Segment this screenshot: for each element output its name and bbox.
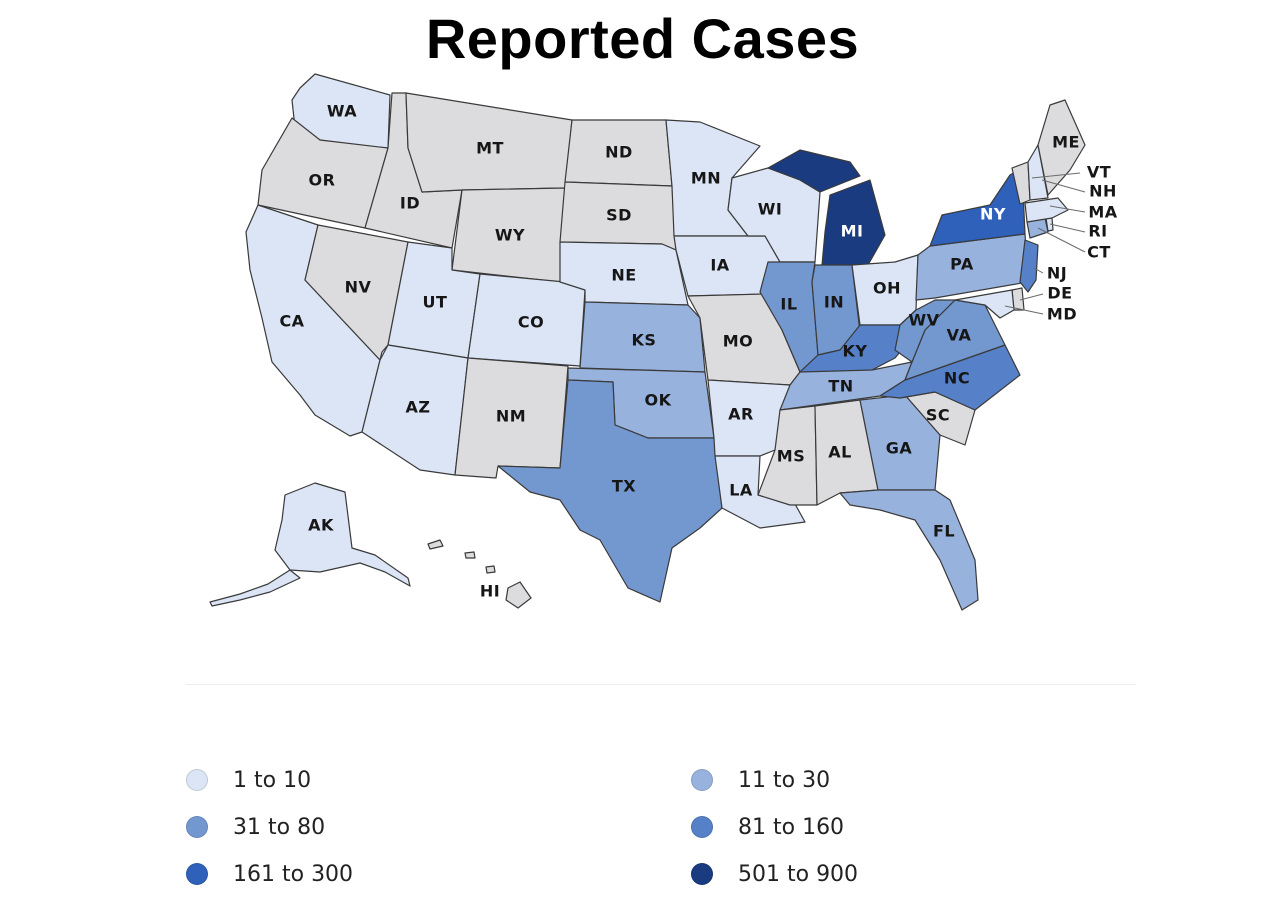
state-label-MO: MO [723, 332, 754, 351]
state-label-MN: MN [691, 169, 721, 188]
label-leader-lines [1004, 172, 1086, 315]
state-HI[interactable] [505, 581, 532, 609]
state-label-TX: TX [612, 477, 636, 496]
state-label-LA: LA [729, 481, 753, 500]
state-label-SD: SD [606, 206, 632, 225]
legend-item[interactable]: 11 to 30 [691, 767, 830, 793]
state-label-AK: AK [308, 516, 334, 535]
legend-item[interactable]: 1 to 10 [186, 767, 311, 793]
state-label-CO: CO [518, 313, 544, 332]
state-label-MS: MS [777, 447, 805, 466]
legend-label: 1 to 10 [233, 767, 312, 793]
state-label-IA: IA [710, 256, 729, 275]
state-label-VT: VT [1087, 163, 1111, 182]
state-label-PA: PA [950, 255, 974, 274]
state-label-ID: ID [400, 194, 420, 213]
state-label-RI: RI [1088, 222, 1107, 241]
state-label-AZ: AZ [406, 398, 431, 417]
state-label-OK: OK [645, 391, 672, 410]
legend-label: 161 to 300 [233, 861, 354, 887]
state-label-IN: IN [824, 293, 844, 312]
state-label-NH: NH [1089, 182, 1117, 201]
state-HI-island[interactable] [427, 539, 444, 550]
state-label-IL: IL [780, 295, 797, 314]
state-label-NV: NV [345, 278, 372, 297]
state-label-KS: KS [632, 331, 657, 350]
state-label-AL: AL [828, 443, 852, 462]
state-label-CT: CT [1087, 243, 1111, 262]
state-label-NM: NM [496, 407, 526, 426]
legend-divider [186, 684, 1136, 685]
state-label-DE: DE [1047, 284, 1072, 303]
us-choropleth-map: WA OR CA ID NV MT WY UT AZ CO NM ND SD N… [209, 73, 1117, 611]
state-TX[interactable] [497, 379, 723, 603]
state-label-WA: WA [327, 102, 357, 121]
state-label-GA: GA [886, 439, 913, 458]
state-label-NE: NE [611, 266, 636, 285]
legend-swatch [691, 863, 713, 885]
state-WV[interactable] [894, 299, 956, 363]
legend-item[interactable]: 81 to 160 [691, 814, 844, 840]
state-label-VA: VA [947, 326, 972, 345]
state-FL[interactable] [839, 489, 979, 611]
state-label-WV: WV [908, 311, 939, 330]
state-label-NJ: NJ [1047, 264, 1067, 283]
legend-swatch [186, 769, 208, 791]
state-label-ND: ND [605, 143, 633, 162]
legend-item[interactable]: 161 to 300 [186, 861, 353, 887]
state-MA[interactable] [1024, 197, 1069, 223]
state-KS[interactable] [579, 301, 706, 373]
state-MI-upper[interactable] [767, 149, 861, 193]
state-ME[interactable] [1037, 99, 1086, 196]
state-NH[interactable] [1027, 144, 1049, 201]
state-label-SC: SC [926, 406, 950, 425]
state-labels: WA OR CA ID NV MT WY UT AZ CO NM ND SD N… [279, 102, 1117, 601]
state-label-ME: ME [1052, 133, 1080, 152]
state-NJ[interactable] [1019, 239, 1039, 293]
state-label-UT: UT [423, 293, 448, 312]
state-label-MA: MA [1088, 203, 1117, 222]
legend-swatch [691, 816, 713, 838]
map-title: Reported Cases [425, 7, 860, 70]
legend-swatch [186, 863, 208, 885]
state-NY[interactable] [929, 167, 1026, 247]
legend-item[interactable]: 501 to 900 [691, 861, 858, 887]
state-shapes [209, 73, 1086, 611]
legend-label: 81 to 160 [738, 814, 845, 840]
legend-swatch [691, 769, 713, 791]
state-label-FL: FL [933, 522, 955, 541]
state-label-MD: MD [1047, 305, 1077, 324]
legend-label: 11 to 30 [738, 767, 831, 793]
state-label-NY: NY [980, 205, 1006, 224]
state-label-MT: MT [476, 139, 504, 158]
state-HI-island[interactable] [485, 565, 496, 574]
state-AK-peninsula[interactable] [209, 569, 301, 607]
state-MD[interactable] [954, 289, 1015, 319]
legend-swatch [186, 816, 208, 838]
state-label-MI: MI [841, 222, 864, 241]
state-HI-island[interactable] [464, 551, 476, 559]
state-LA[interactable] [714, 455, 806, 529]
state-label-NC: NC [944, 369, 970, 388]
state-AK[interactable] [274, 482, 411, 587]
state-label-CA: CA [279, 312, 304, 331]
state-label-OR: OR [309, 171, 336, 190]
state-label-WY: WY [495, 226, 525, 245]
state-label-HI: HI [480, 582, 500, 601]
legend-item[interactable]: 31 to 80 [186, 814, 325, 840]
state-label-OH: OH [873, 279, 901, 298]
state-label-AR: AR [728, 405, 754, 424]
state-label-TN: TN [828, 377, 853, 396]
state-label-KY: KY [843, 342, 868, 361]
state-label-WI: WI [758, 200, 783, 219]
legend-label: 501 to 900 [738, 861, 859, 887]
legend-label: 31 to 80 [233, 814, 326, 840]
